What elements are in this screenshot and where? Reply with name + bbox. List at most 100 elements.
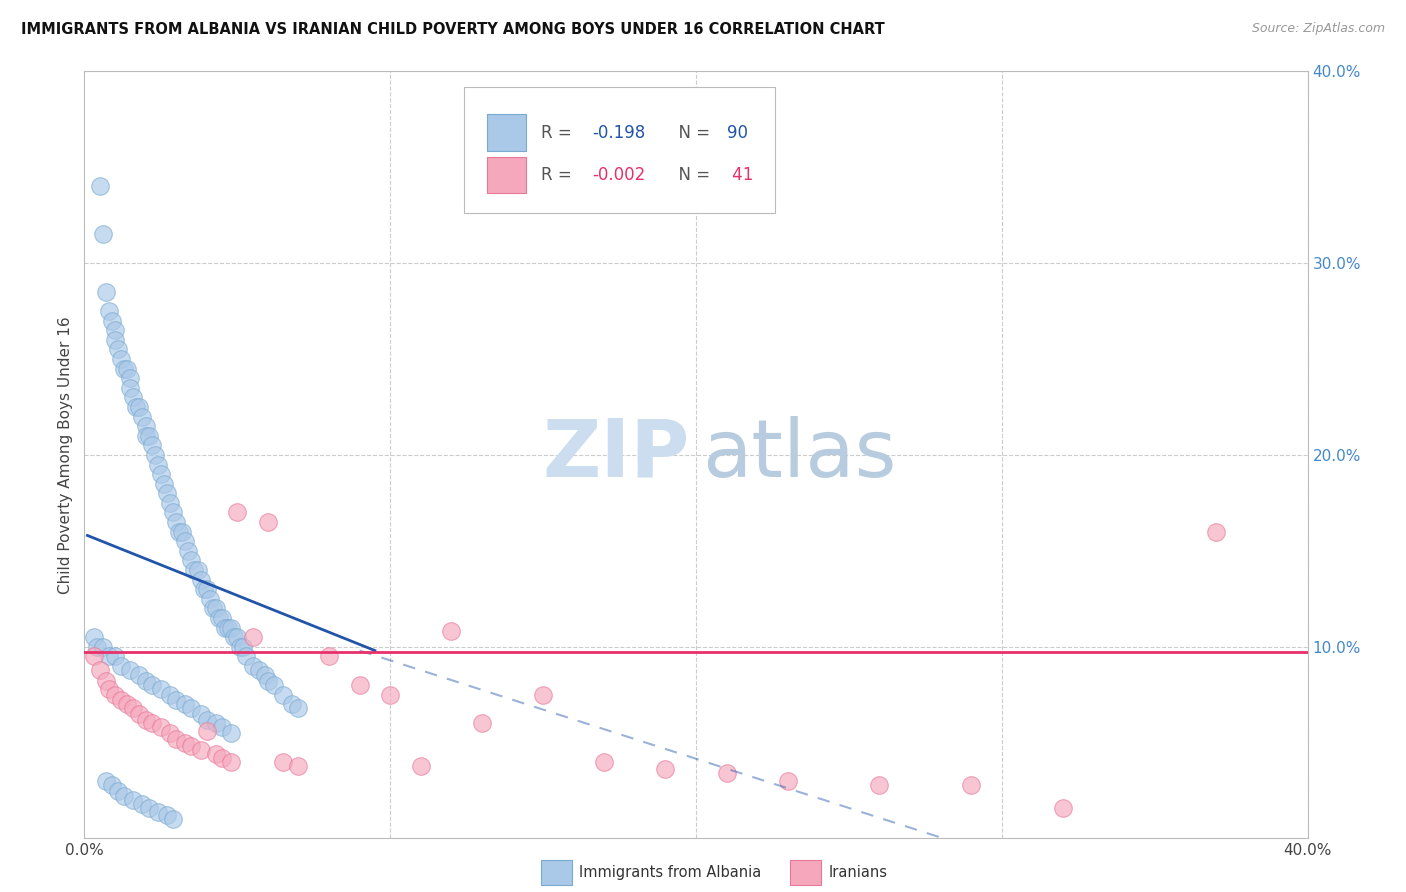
Point — [180, 701, 202, 715]
Point — [235, 649, 257, 664]
Point — [318, 649, 340, 664]
Point — [162, 813, 184, 827]
Point — [183, 563, 205, 577]
Point — [174, 534, 197, 549]
Point — [257, 515, 280, 529]
Point — [219, 755, 242, 769]
Point — [107, 783, 129, 797]
Point — [104, 323, 127, 337]
Point — [141, 678, 163, 692]
Point — [208, 611, 231, 625]
Point — [156, 808, 179, 822]
Point — [101, 313, 124, 327]
Point — [193, 582, 215, 597]
Point — [531, 688, 554, 702]
Point — [86, 640, 108, 654]
Point — [214, 621, 236, 635]
Point — [229, 640, 252, 654]
Point — [205, 716, 228, 731]
Point — [138, 429, 160, 443]
Point — [195, 713, 218, 727]
Text: ZIP: ZIP — [543, 416, 690, 494]
Point — [232, 640, 254, 654]
Point — [253, 668, 276, 682]
Point — [128, 706, 150, 721]
Point — [110, 352, 132, 367]
Text: Immigrants from Albania: Immigrants from Albania — [579, 865, 762, 880]
Point — [165, 515, 187, 529]
Point — [409, 758, 432, 772]
Point — [141, 716, 163, 731]
Point — [380, 688, 402, 702]
Point — [271, 688, 294, 702]
Text: N =: N = — [668, 166, 716, 184]
Point — [242, 659, 264, 673]
Point — [131, 409, 153, 424]
Point — [287, 701, 309, 715]
Point — [195, 582, 218, 597]
Point — [120, 381, 142, 395]
Point — [101, 778, 124, 792]
Point — [174, 735, 197, 749]
Point — [224, 630, 246, 644]
Point — [115, 698, 138, 712]
Text: 41: 41 — [727, 166, 754, 184]
Point — [107, 343, 129, 357]
Point — [156, 486, 179, 500]
Point — [112, 789, 135, 804]
Point — [198, 591, 221, 606]
Point — [242, 630, 264, 644]
Point — [120, 371, 142, 385]
Point — [219, 621, 242, 635]
Point — [91, 640, 114, 654]
Point — [135, 713, 157, 727]
Point — [115, 361, 138, 376]
Point — [165, 693, 187, 707]
Point — [162, 505, 184, 519]
Point — [257, 674, 280, 689]
Text: Iranians: Iranians — [828, 865, 887, 880]
Point — [593, 755, 616, 769]
Point — [128, 400, 150, 414]
Point — [122, 391, 145, 405]
Point — [125, 400, 148, 414]
Point — [1052, 801, 1074, 815]
Point — [205, 601, 228, 615]
Point — [1205, 524, 1227, 539]
Point — [177, 544, 200, 558]
Point — [211, 611, 233, 625]
Y-axis label: Child Poverty Among Boys Under 16: Child Poverty Among Boys Under 16 — [58, 316, 73, 594]
Point — [217, 621, 239, 635]
Point — [219, 726, 242, 740]
Point — [165, 731, 187, 746]
Text: atlas: atlas — [702, 416, 897, 494]
Point — [167, 524, 190, 539]
Point — [94, 285, 117, 299]
Point — [146, 458, 169, 472]
Point — [104, 333, 127, 347]
Text: 90: 90 — [727, 124, 748, 142]
Point — [97, 304, 120, 318]
Point — [281, 698, 304, 712]
Point — [104, 649, 127, 664]
Point — [287, 758, 309, 772]
Point — [135, 674, 157, 689]
Point — [263, 678, 285, 692]
Point — [716, 766, 738, 780]
Point — [471, 716, 494, 731]
Point — [128, 668, 150, 682]
Point — [141, 438, 163, 452]
Point — [349, 678, 371, 692]
Point — [776, 774, 799, 789]
Point — [226, 630, 249, 644]
Point — [174, 698, 197, 712]
Point — [186, 563, 208, 577]
Point — [135, 419, 157, 434]
Point — [94, 774, 117, 789]
Point — [83, 630, 105, 644]
Point — [110, 693, 132, 707]
Point — [159, 688, 181, 702]
Text: -0.198: -0.198 — [592, 124, 645, 142]
Text: -0.002: -0.002 — [592, 166, 645, 184]
Point — [135, 429, 157, 443]
